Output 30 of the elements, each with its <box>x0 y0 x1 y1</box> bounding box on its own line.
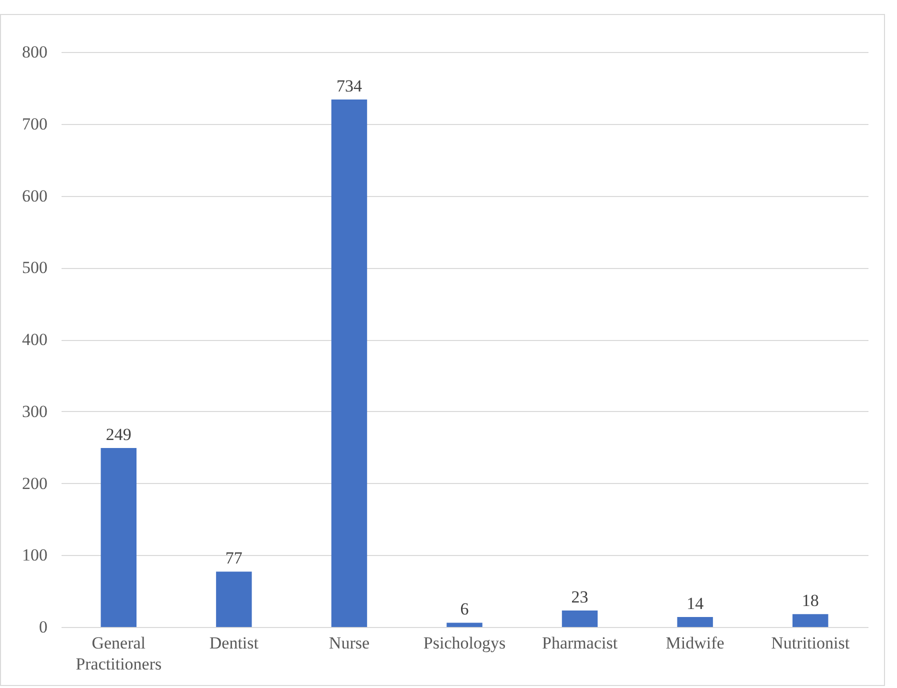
data-label: 249 <box>106 425 132 444</box>
x-tick-label: Psichologys <box>423 634 506 652</box>
data-label: 14 <box>686 594 704 613</box>
data-label: 18 <box>802 591 819 610</box>
bar <box>792 614 828 627</box>
data-label: 734 <box>336 76 362 96</box>
x-tick-label: Midwife <box>666 634 724 652</box>
x-tick-label: Nurse <box>328 634 370 652</box>
x-tick-label: Pharmacist <box>542 634 618 652</box>
data-label: 77 <box>225 548 243 568</box>
y-tick-label: 0 <box>39 618 48 636</box>
x-tick-label: Dentist <box>209 634 259 652</box>
bar <box>100 448 137 627</box>
y-tick-label: 100 <box>22 546 48 565</box>
x-tick-label: Nutritionist <box>771 634 850 652</box>
y-tick-label: 700 <box>22 114 48 134</box>
y-tick-label: 300 <box>22 402 48 421</box>
bar <box>677 616 713 627</box>
y-tick-label: 400 <box>22 330 48 349</box>
bar <box>562 610 598 627</box>
y-tick-label: 200 <box>22 474 48 493</box>
bar <box>446 622 482 627</box>
data-label: 6 <box>460 600 469 619</box>
bar <box>331 99 368 627</box>
x-tick-label: General Practitioners <box>76 634 162 674</box>
y-tick-label: 800 <box>22 42 48 62</box>
bar <box>216 572 252 627</box>
data-label: 23 <box>571 587 588 606</box>
y-tick-label: 600 <box>22 186 48 206</box>
y-tick-label: 500 <box>22 258 48 278</box>
